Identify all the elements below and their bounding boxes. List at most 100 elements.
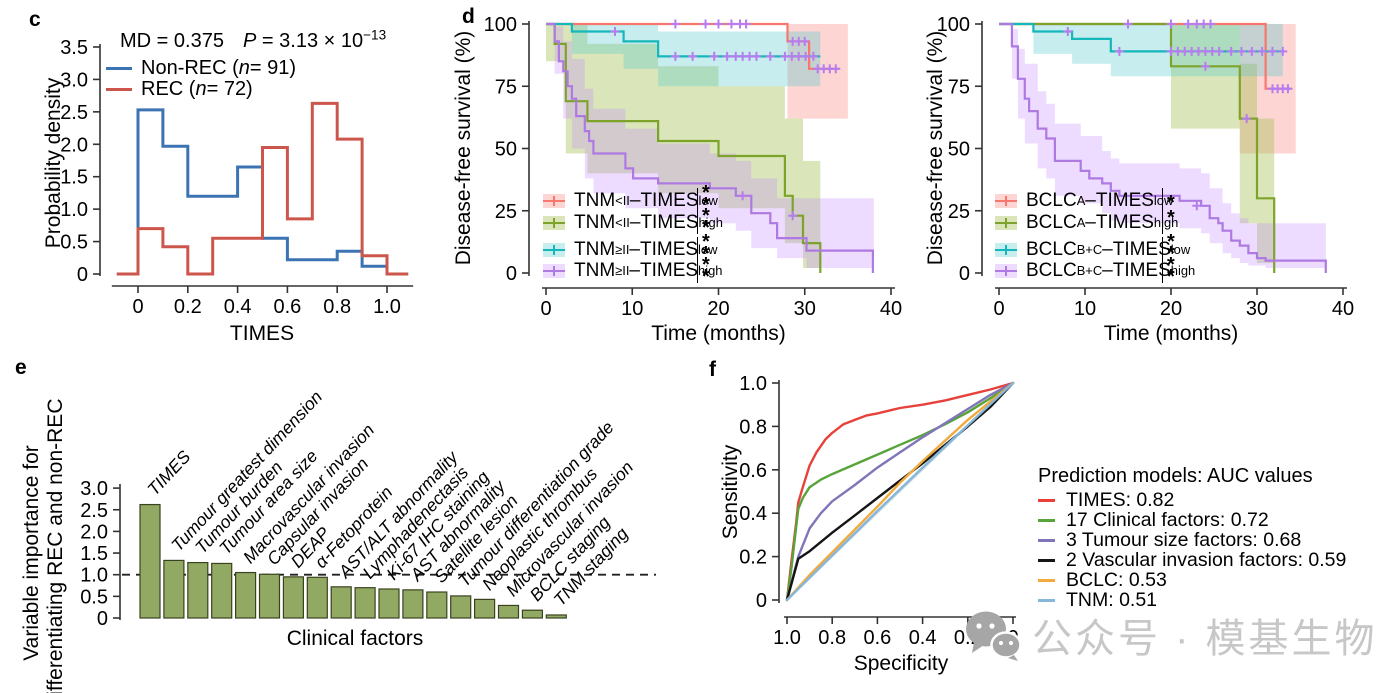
- km-line-1: [546, 22, 822, 273]
- chart-km-d-left: 0 25 50 75 100 0 10 20 30 40 Time (months) Disease-…: [452, 14, 902, 345]
- x-axis-label: Clinical factors: [287, 627, 424, 650]
- label-part: TNM: [574, 212, 616, 233]
- tick-label: 2.5: [80, 500, 108, 522]
- tick-label: 0.6: [273, 296, 301, 318]
- label-part: P: [243, 30, 257, 52]
- legend-item: BCLC B+C –TIMES low: [995, 239, 1190, 261]
- legend-item: REC (n = 72): [106, 78, 253, 101]
- label-part: BCLC: [1026, 212, 1077, 233]
- legend-item: TNM: 0.51: [1038, 589, 1157, 612]
- bar-15: [497, 604, 520, 619]
- bar-9: [354, 587, 376, 619]
- ci-band-2: [999, 24, 1283, 77]
- tick-label: 10: [621, 298, 643, 320]
- tick-label: 50: [495, 139, 517, 161]
- roc-curve-1: [785, 381, 1015, 602]
- bar-7: [306, 576, 328, 619]
- label-part: Non-REC (: [141, 57, 239, 79]
- tick-label: 0.2: [174, 296, 202, 318]
- label-part: –TIMES: [629, 212, 699, 233]
- x-axis-label: Time (months): [1104, 322, 1239, 345]
- tick-label: 0.6: [863, 627, 891, 649]
- label-part: –TIMES: [1085, 190, 1154, 211]
- significance-stars: * * * *: [697, 232, 710, 287]
- legend-swatch: [995, 194, 1017, 208]
- tick-label: 40: [1332, 298, 1354, 320]
- bar-4: [235, 571, 257, 619]
- legend-swatch: [543, 216, 565, 230]
- legend-item: TNM <II –TIMES low: [543, 190, 718, 212]
- legend-swatch: [995, 264, 1017, 278]
- legend-swatch: [1038, 519, 1055, 522]
- histogram-series-1: [116, 101, 409, 276]
- bar-2: [187, 561, 209, 619]
- wechat-icon: [966, 611, 1022, 661]
- tick-label: 0.5: [80, 586, 108, 608]
- tick-label: 0.8: [323, 296, 351, 318]
- legend-item: 2 Vascular invasion factors: 0.59: [1038, 549, 1346, 572]
- km-line-3: [546, 22, 874, 273]
- watermark: 公众号 · 模基生物: [962, 606, 1378, 664]
- y-axis-label: differentiating REC and non-REC: [44, 399, 67, 693]
- bar-10: [378, 588, 400, 619]
- label-part: = 72): [206, 78, 253, 100]
- tick-label: 0: [993, 298, 1004, 320]
- significance-stars: * * * *: [1162, 232, 1175, 287]
- label-part: BCLC: [1026, 190, 1077, 211]
- tick-label: 3.5: [60, 37, 88, 59]
- tick-label: 0: [756, 590, 767, 612]
- tick-label: 30: [1246, 298, 1268, 320]
- x-axis-label: Time (months): [651, 322, 786, 345]
- tick-label: 0.4: [739, 503, 767, 525]
- tick-label: 1.0: [773, 627, 801, 649]
- tick-label: 1.0: [373, 296, 401, 318]
- legend-item: TNM <II –TIMES high: [543, 212, 723, 234]
- legend-item: BCLC A –TIMES high: [995, 212, 1178, 234]
- legend-label: TNM: 0.51: [1066, 589, 1158, 611]
- label-part: MD = 0.375: [120, 30, 224, 52]
- ci-band-1: [546, 24, 821, 273]
- chart-km-d-right: 0 25 50 75 100 0 10 20 30 40 Time (months) Disease-…: [924, 14, 1354, 345]
- legend-item: TNM ≥II –TIMES high: [543, 260, 722, 282]
- legend-item: 3 Tumour size factors: 0.68: [1038, 529, 1301, 552]
- legend-swatch: [995, 243, 1017, 257]
- tick-label: 0: [540, 298, 551, 320]
- label-part: n: [195, 78, 207, 100]
- ci-band-2: [546, 24, 821, 124]
- tick-label: 10: [1074, 298, 1096, 320]
- tick-label: 100: [484, 14, 517, 36]
- panel-label-c: c: [29, 8, 41, 31]
- tick-label: 50: [948, 139, 970, 161]
- watermark-text: 公众号 · 模基生物: [1032, 617, 1378, 661]
- stat-annotation: P = 3.13 × 10−13: [243, 28, 386, 53]
- tick-label: 3.0: [60, 69, 88, 91]
- tick-label: 100: [937, 14, 970, 36]
- bar-1: [163, 559, 185, 619]
- km-line-2: [546, 22, 821, 58]
- legend-item: 17 Clinical factors: 0.72: [1038, 509, 1269, 532]
- legend-item: BCLC B+C –TIMES high: [995, 260, 1195, 282]
- legend-swatch: [1038, 579, 1055, 582]
- km-line-3: [999, 22, 1327, 273]
- legend-swatch: [106, 87, 132, 92]
- tick-label: 1.0: [60, 199, 88, 221]
- km-line-2: [999, 22, 1283, 53]
- legend-swatch: [1038, 499, 1055, 502]
- legend-item: BCLC A –TIMES low: [995, 190, 1173, 212]
- label-part: = 91): [249, 57, 297, 79]
- legend-label: TIMES: 0.82: [1066, 489, 1175, 511]
- bar-6: [282, 576, 304, 619]
- label-part: TNM: [574, 239, 616, 260]
- tick-label: 0: [97, 608, 108, 630]
- bar-8: [330, 586, 352, 619]
- tick-label: 0.2: [739, 547, 767, 569]
- tick-label: 0.5: [60, 232, 88, 254]
- y-axis-label: Disease-free survival (%): [924, 31, 947, 266]
- legend-swatch: [106, 66, 132, 71]
- tick-label: 1.5: [80, 543, 108, 565]
- bar-5: [258, 573, 281, 619]
- legend-item: TNM ≥II –TIMES low: [543, 239, 717, 261]
- bar-17: [545, 614, 567, 619]
- significance-stars: * * * *: [697, 183, 710, 238]
- chart-roc: 00.20.40.60.81.01.00.80.60.40.20Specific…: [719, 373, 1019, 675]
